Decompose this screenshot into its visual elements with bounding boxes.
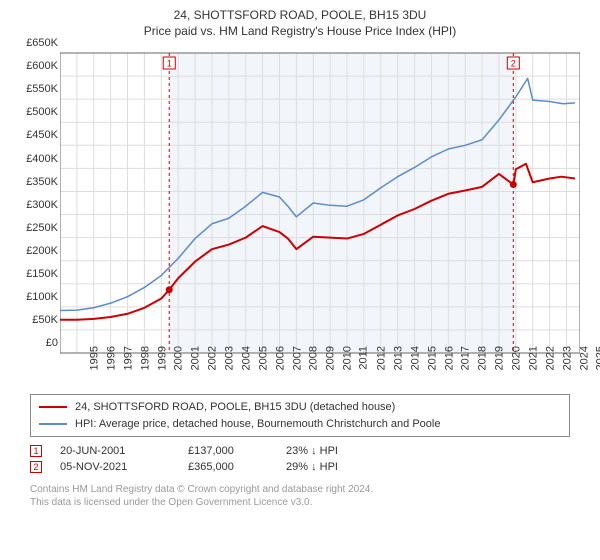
sale-row: 1 20-JUN-2001 £137,000 23% ↓ HPI	[30, 443, 570, 459]
x-tick-label: 2003	[224, 346, 236, 370]
x-tick-label: 1998	[139, 346, 151, 370]
svg-text:2: 2	[511, 59, 516, 69]
y-tick-label: £150K	[26, 268, 58, 280]
legend-label-hpi: HPI: Average price, detached house, Bour…	[75, 416, 440, 433]
y-tick-label: £200K	[26, 245, 58, 257]
sale-diff: 29% ↓ HPI	[286, 461, 366, 473]
y-tick-label: £250K	[26, 222, 58, 234]
title-line2: Price paid vs. HM Land Registry's House …	[0, 24, 600, 40]
x-tick-label: 2008	[308, 346, 320, 370]
y-tick-label: £450K	[26, 129, 58, 141]
x-tick-label: 2021	[527, 346, 539, 370]
x-tick-label: 2017	[460, 346, 472, 370]
y-tick-label: £550K	[26, 83, 58, 95]
sale-price: £137,000	[188, 445, 268, 457]
sale-date: 20-JUN-2001	[60, 445, 170, 457]
x-tick-label: 2013	[392, 346, 404, 370]
chart-area: 12 £0£50K£100K£150K£200K£250K£300K£350K£…	[20, 43, 580, 388]
legend-swatch-hpi	[39, 423, 67, 425]
x-tick-label: 2010	[342, 346, 354, 370]
x-tick-label: 2005	[257, 346, 269, 370]
y-tick-label: £400K	[26, 153, 58, 165]
x-tick-label: 2002	[207, 346, 219, 370]
x-tick-label: 2012	[375, 346, 387, 370]
chart-titles: 24, SHOTTSFORD ROAD, POOLE, BH15 3DU Pri…	[0, 0, 600, 39]
x-tick-label: 2020	[511, 346, 523, 370]
legend-row-property: 24, SHOTTSFORD ROAD, POOLE, BH15 3DU (de…	[39, 399, 561, 416]
x-tick-label: 1995	[88, 346, 100, 370]
sale-diff: 23% ↓ HPI	[286, 445, 366, 457]
svg-text:1: 1	[167, 59, 172, 69]
y-tick-label: £500K	[26, 106, 58, 118]
title-line1: 24, SHOTTSFORD ROAD, POOLE, BH15 3DU	[0, 8, 600, 24]
x-tick-label: 2004	[240, 346, 252, 370]
x-tick-label: 2025	[595, 346, 600, 370]
x-tick-label: 1996	[105, 346, 117, 370]
x-tick-label: 2009	[325, 346, 337, 370]
footnote-line2: This data is licensed under the Open Gov…	[30, 496, 570, 509]
sale-date: 05-NOV-2021	[60, 461, 170, 473]
x-tick-label: 2015	[426, 346, 438, 370]
chart-svg: 12	[60, 43, 580, 363]
sale-marker-2: 2	[30, 461, 42, 473]
y-tick-label: £350K	[26, 176, 58, 188]
x-tick-label: 2007	[291, 346, 303, 370]
y-tick-label: £600K	[26, 60, 58, 72]
legend-row-hpi: HPI: Average price, detached house, Bour…	[39, 416, 561, 433]
x-tick-label: 2019	[494, 346, 506, 370]
x-tick-label: 2023	[561, 346, 573, 370]
sale-marker-1: 1	[30, 445, 42, 457]
footnote-line1: Contains HM Land Registry data © Crown c…	[30, 483, 570, 496]
footnote: Contains HM Land Registry data © Crown c…	[30, 483, 570, 509]
x-tick-label: 2001	[190, 346, 202, 370]
y-tick-label: £50K	[32, 314, 58, 326]
legend-swatch-property	[39, 406, 67, 408]
y-tick-label: £300K	[26, 199, 58, 211]
y-tick-label: £100K	[26, 291, 58, 303]
x-tick-label: 1999	[156, 346, 168, 370]
x-tick-label: 2024	[578, 346, 590, 370]
x-tick-label: 2018	[477, 346, 489, 370]
x-tick-label: 2022	[544, 346, 556, 370]
x-tick-label: 2011	[358, 346, 370, 370]
sales-table: 1 20-JUN-2001 £137,000 23% ↓ HPI 2 05-NO…	[30, 443, 570, 475]
sale-row: 2 05-NOV-2021 £365,000 29% ↓ HPI	[30, 459, 570, 475]
legend-label-property: 24, SHOTTSFORD ROAD, POOLE, BH15 3DU (de…	[75, 399, 395, 416]
y-tick-label: £650K	[26, 37, 58, 49]
sale-price: £365,000	[188, 461, 268, 473]
x-tick-label: 2016	[443, 346, 455, 370]
x-tick-label: 2000	[173, 346, 185, 370]
legend: 24, SHOTTSFORD ROAD, POOLE, BH15 3DU (de…	[30, 394, 570, 437]
x-tick-label: 1997	[122, 346, 134, 370]
x-tick-label: 2006	[274, 346, 286, 370]
x-tick-label: 2014	[409, 346, 421, 370]
y-tick-label: £0	[46, 337, 58, 349]
